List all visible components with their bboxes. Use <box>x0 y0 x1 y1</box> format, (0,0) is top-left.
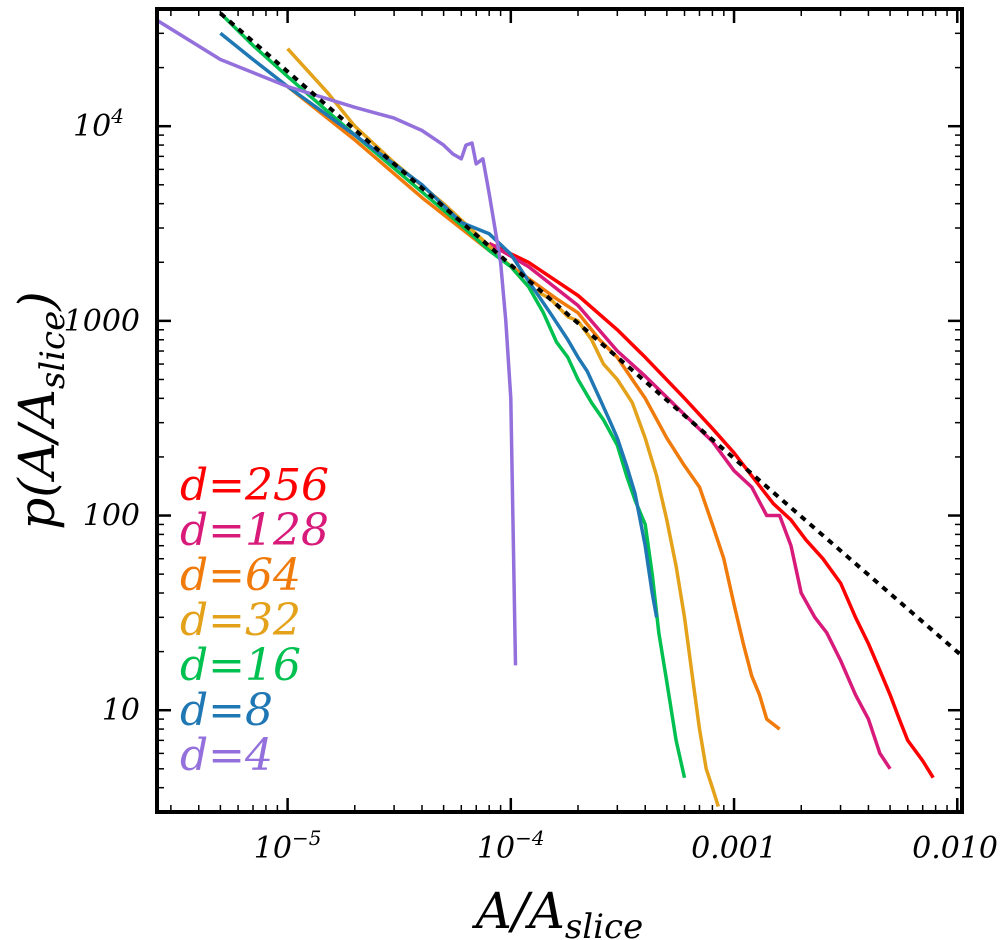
y-tick-label: 10 <box>102 693 140 728</box>
legend-entry-d-4: d=4 <box>180 730 273 781</box>
y-tick-label: 100 <box>83 499 140 534</box>
x-axis-label-main: A/A <box>472 882 565 940</box>
legend-entry-d-128: d=128 <box>180 505 329 556</box>
legend-entry-d-16: d=16 <box>180 640 301 691</box>
legend-entry-d-8: d=8 <box>180 685 273 736</box>
series-line-d-4 <box>157 18 518 666</box>
axis-ticks <box>157 8 962 813</box>
x-tick-label: 10−5 <box>254 826 322 866</box>
series-layer <box>157 11 962 808</box>
legend-entry-d-64: d=64 <box>180 550 301 601</box>
legend-entry-d-256: d=256 <box>180 460 329 511</box>
reference-power-law-line <box>219 11 962 658</box>
series-line-d-256 <box>488 241 935 779</box>
x-tick-label: 10−4 <box>477 826 545 866</box>
y-axis-label-pre: p(A/A <box>8 389 66 530</box>
y-axis-label: p(A/Aslice) <box>8 291 73 529</box>
y-tick-label: 1000 <box>64 304 140 339</box>
y-tick-label: 104 <box>73 104 124 144</box>
series-line-d-16 <box>219 12 687 779</box>
series-line-d-128 <box>488 241 892 770</box>
plot-frame <box>155 7 964 814</box>
x-tick-label: 0.001 <box>691 831 777 866</box>
y-axis-label-sub: slice <box>33 311 73 389</box>
tick-labels: 10−5 10−4 0.001 0.010 10 100 1000 104 <box>64 104 998 866</box>
series-line-d-64 <box>286 85 781 731</box>
x-axis-label: A/Aslice <box>472 882 643 940</box>
x-tick-label: 0.010 <box>912 831 998 866</box>
y-axis-label-post: ) <box>8 291 66 312</box>
legend-entry-d-32: d=32 <box>180 595 301 646</box>
x-axis-label-sub: slice <box>565 907 643 940</box>
series-line-d-32 <box>286 47 720 808</box>
